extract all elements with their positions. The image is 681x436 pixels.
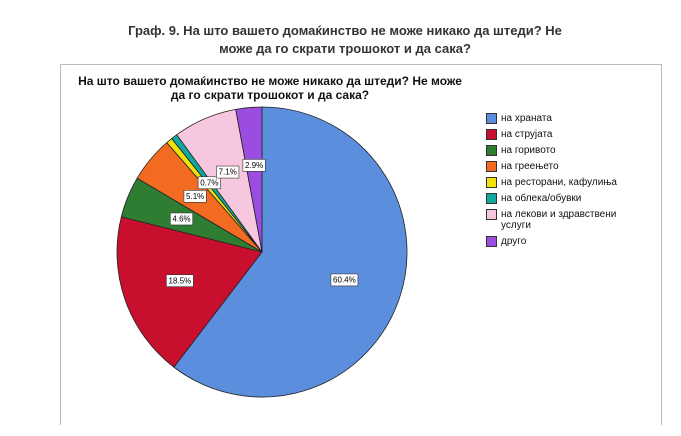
legend-label: друго (501, 236, 527, 247)
legend-swatch (486, 145, 497, 156)
legend-swatch (486, 193, 497, 204)
legend-label: на облека/обувки (501, 193, 582, 204)
legend-label: на струјата (501, 129, 553, 140)
data-label: 0.7% (200, 178, 218, 187)
legend-item: на облека/обувки (486, 193, 636, 204)
legend-item: на лекови и здравствени услуги (486, 209, 636, 231)
legend-swatch (486, 161, 497, 172)
legend-item: на храната (486, 113, 636, 124)
data-label-box (170, 212, 194, 226)
legend-swatch (486, 129, 497, 140)
data-label: 7.1% (219, 168, 237, 177)
legend-label: на лекови и здравствени услуги (501, 209, 617, 231)
figure-caption: Граф. 9. На што вашето домаќинство не мо… (128, 23, 562, 56)
legend-item: на греењето (486, 161, 636, 172)
data-label-box (197, 176, 221, 190)
data-label: 60.4% (333, 276, 356, 285)
pie-slice (235, 106, 263, 253)
data-label-box (216, 165, 240, 179)
chart-frame (60, 64, 662, 425)
legend-label: на ресторани, кафулиња (501, 177, 617, 188)
legend-item: на струјата (486, 129, 636, 140)
pie-slice (173, 106, 408, 398)
legend-swatch (486, 209, 497, 220)
data-label-box (330, 273, 359, 287)
legend-label: на греењето (501, 161, 559, 172)
data-label: 5.1% (186, 192, 204, 201)
legend: на храната на струјата на горивото на греењ… (486, 113, 636, 252)
legend-item: друго (486, 236, 636, 247)
pie-slice (116, 216, 263, 368)
data-label: 18.5% (169, 276, 192, 285)
legend-swatch (486, 113, 497, 124)
legend-swatch (486, 177, 497, 188)
chart-title: На што вашето домаќинство не може никако… (78, 74, 462, 102)
legend-item: на горивото (486, 145, 636, 156)
legend-label: на горивото (501, 145, 556, 156)
legend-label: на храната (501, 113, 552, 124)
data-label: 2.9% (245, 161, 263, 170)
legend-item: на ресторани, кафулиња (486, 177, 636, 188)
data-label-box (183, 190, 207, 203)
data-label: 4.6% (172, 215, 190, 224)
legend-swatch (486, 236, 497, 247)
data-label-box (166, 274, 194, 287)
data-label-box (242, 159, 266, 172)
